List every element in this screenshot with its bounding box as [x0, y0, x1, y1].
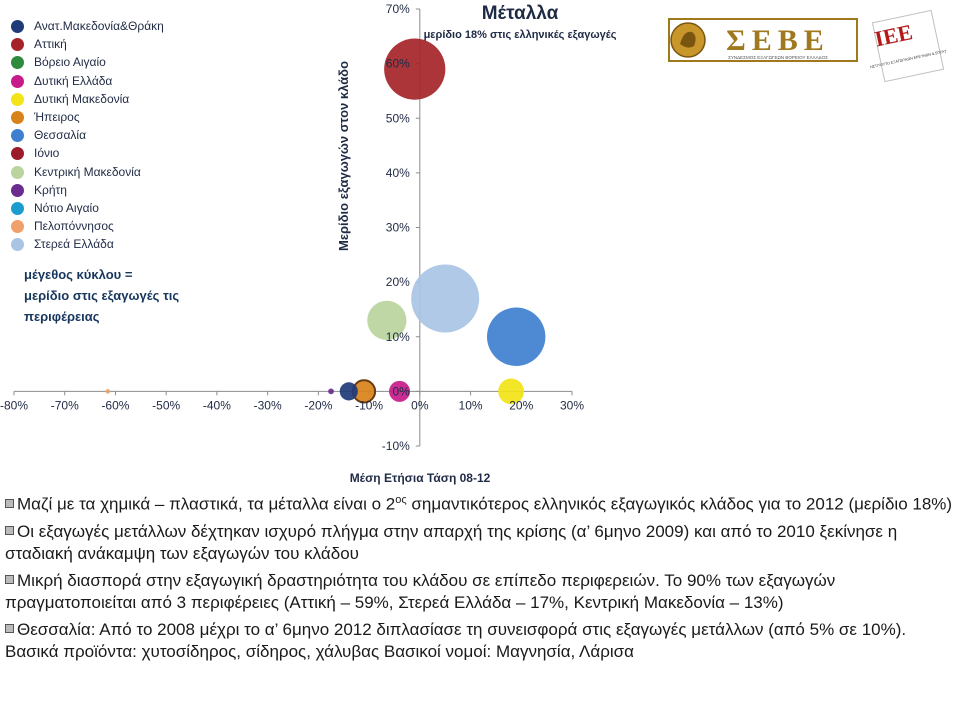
x-tick-label: 20% [509, 398, 533, 412]
bullet-text: σημαντικότερος ελληνικός εξαγωγικός κλάδ… [406, 494, 953, 514]
bubble-point [411, 264, 480, 333]
legend-label: Θεσσαλία [34, 128, 87, 143]
legend-label: Πελοπόννησος [34, 219, 114, 234]
y-tick-label: -10% [382, 439, 410, 453]
x-tick-label: -50% [152, 398, 180, 412]
legend-swatch [11, 183, 24, 197]
legend-label: Ήπειρος [34, 109, 80, 124]
bullet-item: Μαζί με τα χημικά – πλαστικά, τα μέταλλα… [0, 490, 960, 515]
sebe-logo-text: ΣΕΒΕ [726, 24, 830, 57]
bullet-text: Θεσσαλία: Από το 2008 μέχρι το α’ 6μηνο … [5, 620, 907, 661]
bullet-marker-icon [5, 624, 14, 634]
bullet-marker-icon [5, 498, 14, 508]
x-tick-label: -10% [355, 398, 383, 412]
legend-label: Στερεά Ελλάδα [34, 237, 114, 252]
chart-title: Μέταλλα [482, 3, 559, 24]
bubble-chart: -80% -70% -60% -50% -40% -30% -20% -10% 0% 10% 20%… [0, 2, 617, 485]
bullet-item: Οι εξαγωγές μετάλλων δέχτηκαν ισχυρό πλή… [0, 521, 960, 564]
chart-tick-labels: -80% -70% -60% -50% -40% -30% -20% -10% 0% 10% 20%… [0, 2, 584, 453]
legend-swatch [11, 165, 24, 179]
legend-swatch [11, 147, 24, 161]
y-tick-label: 50% [386, 111, 410, 125]
x-tick-label: -20% [304, 398, 332, 412]
chart-axes [13, 8, 573, 447]
x-tick-label: -60% [101, 398, 129, 412]
x-tick-label: -30% [254, 398, 282, 412]
size-note-line: μερίδιο στις εξαγωγές τις [24, 288, 180, 303]
x-tick-label: 10% [459, 398, 483, 412]
bubble-point [367, 300, 407, 340]
bubble-point [328, 388, 334, 395]
bubble-point [487, 307, 546, 366]
bullet-marker-icon [5, 526, 14, 536]
y-tick-label: 10% [386, 330, 410, 344]
sebe-logo-subtext: ΣΥΝΔΕΣΜΟΣ ΕΞΑΓΩΓΕΩΝ ΒΟΡΕΙΟΥ ΕΛΛΑΔΟΣ [728, 55, 828, 60]
bullet-superscript: ος [395, 494, 407, 506]
legend-label: Κρήτη [34, 182, 67, 197]
y-tick-label: 30% [386, 221, 410, 235]
legend-swatch [11, 74, 24, 88]
bullet-text: Μαζί με τα χημικά – πλαστικά, τα μέταλλα… [17, 494, 396, 514]
iee-logo: ΙΕΕ ΙΝΣΤΙΤΟΥΤΟ ΕΞΑΓΩΓΙΚΩΝ ΕΡΕΥΝΩΝ & ΣΠΟΥ… [870, 10, 946, 82]
legend-swatch [11, 38, 24, 52]
bullet-item: Θεσσαλία: Από το 2008 μέχρι το α’ 6μηνο … [0, 619, 960, 662]
chart-subtitle: μερίδιο 18% στις ελληνικές εξαγωγές [424, 29, 617, 41]
x-tick-label: 30% [560, 398, 584, 412]
legend-label: Ανατ.Μακεδονία&Θράκη [34, 19, 164, 33]
bullet-text: Μικρή διασπορά στην εξαγωγική δραστηριότ… [5, 571, 836, 612]
legend-label: Δυτική Μακεδονία [34, 91, 130, 106]
size-note-line: περιφέρειας [24, 309, 100, 324]
legend-swatch [11, 56, 24, 70]
x-tick-label: -40% [203, 398, 231, 412]
chart-bubbles [105, 38, 546, 405]
bubble-point [498, 378, 525, 405]
y-tick-label: 40% [386, 166, 410, 180]
legend-swatch [11, 238, 24, 252]
x-tick-label: -80% [0, 398, 28, 412]
legend-swatch [11, 129, 24, 143]
bullet-item: Μικρή διασπορά στην εξαγωγική δραστηριότ… [0, 570, 960, 613]
legend-swatch [11, 110, 24, 124]
legend-label: Βόρειο Αιγαίο [34, 55, 106, 70]
bubble-point [339, 382, 358, 401]
bubble-point [389, 380, 411, 402]
legend-swatch [11, 201, 24, 215]
legend-swatch [11, 220, 24, 234]
bullet-text: Οι εξαγωγές μετάλλων δέχτηκαν ισχυρό πλή… [5, 522, 898, 563]
legend-label: Ιόνιο [34, 146, 60, 161]
bullet-list: Μαζί με τα χημικά – πλαστικά, τα μέταλλα… [0, 490, 960, 668]
bubble-size-note: μέγεθος κύκλου = μερίδιο στις εξαγωγές τ… [24, 264, 179, 327]
legend-label: Δυτική Ελλάδα [34, 73, 113, 88]
legend-swatch [11, 92, 24, 106]
y-tick-label: 70% [386, 2, 410, 16]
y-tick-label: 20% [386, 275, 410, 289]
legend-label: Κεντρική Μακεδονία [34, 164, 141, 179]
legend-label: Νότιο Αιγαίο [34, 200, 99, 215]
x-axis-label: Μέση Ετήσια Τάση 08-12 [350, 471, 491, 485]
x-tick-label: 0% [411, 398, 429, 412]
size-note-line: μέγεθος κύκλου = [24, 267, 133, 282]
x-tick-label: -70% [51, 398, 79, 412]
y-tick-label: 60% [386, 57, 410, 71]
bullet-marker-icon [5, 575, 14, 585]
sebe-logo: ΣΕΒΕ ΣΥΝΔΕΣΜΟΣ ΕΞΑΓΩΓΕΩΝ ΒΟΡΕΙΟΥ ΕΛΛΑΔΟΣ [668, 18, 858, 62]
legend-swatch [11, 20, 24, 33]
y-axis-label: Μερίδιο εξαγωγών στον κλάδο [336, 61, 351, 251]
bubble-point [105, 389, 111, 394]
legend-label: Αττική [34, 37, 67, 52]
y-tick-label: 0% [392, 384, 410, 398]
bubble-point [384, 38, 446, 100]
